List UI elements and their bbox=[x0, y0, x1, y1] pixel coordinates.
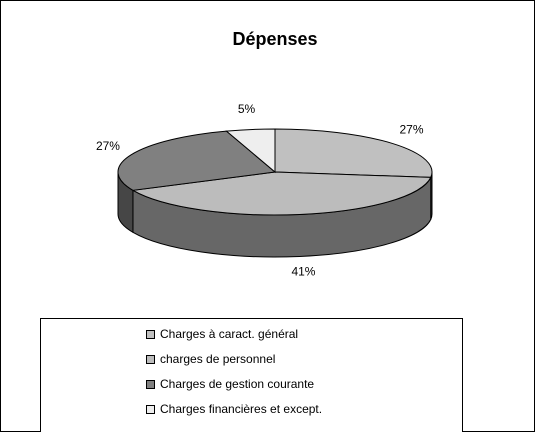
legend-swatch bbox=[146, 380, 155, 389]
data-label: 27% bbox=[96, 139, 120, 153]
data-label: 41% bbox=[291, 264, 315, 278]
legend-swatch bbox=[146, 405, 155, 414]
legend-label: charges de personnel bbox=[160, 352, 275, 366]
slice bbox=[274, 128, 433, 178]
legend-label: Charges à caract. général bbox=[160, 327, 298, 341]
slice bbox=[131, 171, 432, 216]
slice bbox=[225, 128, 276, 174]
data-label: 5% bbox=[238, 102, 256, 116]
legend-box bbox=[40, 318, 463, 432]
legend-label: Charges de gestion courante bbox=[160, 377, 314, 391]
legend-swatch bbox=[146, 330, 155, 339]
slice bbox=[117, 130, 277, 191]
data-label: 27% bbox=[400, 123, 424, 137]
chart-title: Dépenses bbox=[232, 29, 317, 49]
legend-swatch bbox=[146, 355, 155, 364]
legend-label: Charges financières et except. bbox=[160, 402, 322, 416]
